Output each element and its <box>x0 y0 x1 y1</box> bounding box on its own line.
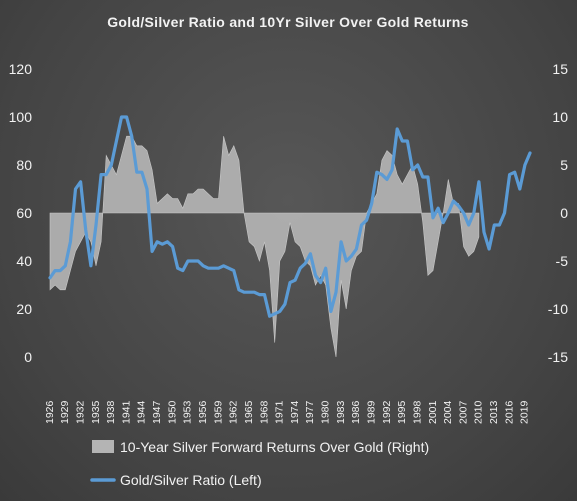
x-tick-label: 2007 <box>457 400 469 424</box>
x-tick-label: 1965 <box>243 400 255 424</box>
x-tick-label: 1956 <box>197 400 209 424</box>
x-tick-label: 2016 <box>503 400 515 424</box>
x-tick-label: 1935 <box>90 400 102 424</box>
x-tick-label: 1977 <box>304 400 316 424</box>
x-tick-label: 1992 <box>381 400 393 424</box>
x-tick-label: 1932 <box>74 400 86 424</box>
right-tick-label: 15 <box>552 61 568 77</box>
right-axis: -15 -10 -5 0 5 10 15 <box>548 61 568 365</box>
x-tick-label: 1953 <box>182 400 194 424</box>
left-tick-label: 60 <box>16 205 32 221</box>
right-tick-label: -5 <box>556 253 569 269</box>
x-tick-label: 1947 <box>151 400 163 424</box>
x-tick-label: 2010 <box>473 400 485 424</box>
x-tick-label: 1971 <box>274 400 286 424</box>
line-series-layer <box>48 115 532 318</box>
left-tick-label: 120 <box>9 61 33 77</box>
x-tick-label: 1962 <box>228 400 240 424</box>
x-tick-label: 2019 <box>519 400 531 424</box>
x-tick-label: 1995 <box>396 400 408 424</box>
x-tick-label: 1950 <box>166 400 178 424</box>
legend-swatch-area <box>92 440 114 453</box>
x-tick-label: 1929 <box>59 400 71 424</box>
left-tick-label: 20 <box>16 301 32 317</box>
left-tick-label: 40 <box>16 253 32 269</box>
left-axis: 0 20 40 60 80 100 120 <box>9 61 33 365</box>
left-tick-label: 0 <box>24 349 32 365</box>
right-tick-label: 10 <box>552 109 568 125</box>
right-tick-label: 0 <box>560 205 568 221</box>
chart-title: Gold/Silver Ratio and 10Yr Silver Over G… <box>107 14 469 30</box>
left-tick-label: 100 <box>9 109 33 125</box>
right-tick-label: 5 <box>560 157 568 173</box>
x-tick-label: 2013 <box>488 400 500 424</box>
x-tick-label: 1974 <box>289 400 301 424</box>
legend-label-line: Gold/Silver Ratio (Left) <box>120 472 262 488</box>
area-series-fill <box>49 135 480 358</box>
legend: 10-Year Silver Forward Returns Over Gold… <box>90 439 429 488</box>
x-tick-label: 1938 <box>105 400 117 424</box>
right-tick-label: -15 <box>548 349 568 365</box>
area-series-layer <box>49 135 480 358</box>
x-tick-label: 2004 <box>442 400 454 424</box>
x-tick-label: 2001 <box>427 400 439 424</box>
legend-label-area: 10-Year Silver Forward Returns Over Gold… <box>120 439 429 455</box>
x-tick-label: 1986 <box>350 400 362 424</box>
x-tick-label: 1968 <box>258 400 270 424</box>
left-tick-label: 80 <box>16 157 32 173</box>
x-tick-label: 1980 <box>319 400 331 424</box>
ratio-line <box>48 115 532 318</box>
x-tick-label: 1959 <box>212 400 224 424</box>
right-tick-label: -10 <box>548 301 568 317</box>
x-tick-label: 1944 <box>136 400 148 424</box>
x-tick-label: 1998 <box>411 400 423 424</box>
x-tick-label: 1926 <box>44 400 56 424</box>
x-tick-label: 1983 <box>335 400 347 424</box>
x-axis: 1926 1929 1932 1935 1938 1941 1944 1947 1950 1953… <box>44 400 531 424</box>
x-tick-label: 1989 <box>365 400 377 424</box>
x-tick-label: 1941 <box>120 400 132 424</box>
